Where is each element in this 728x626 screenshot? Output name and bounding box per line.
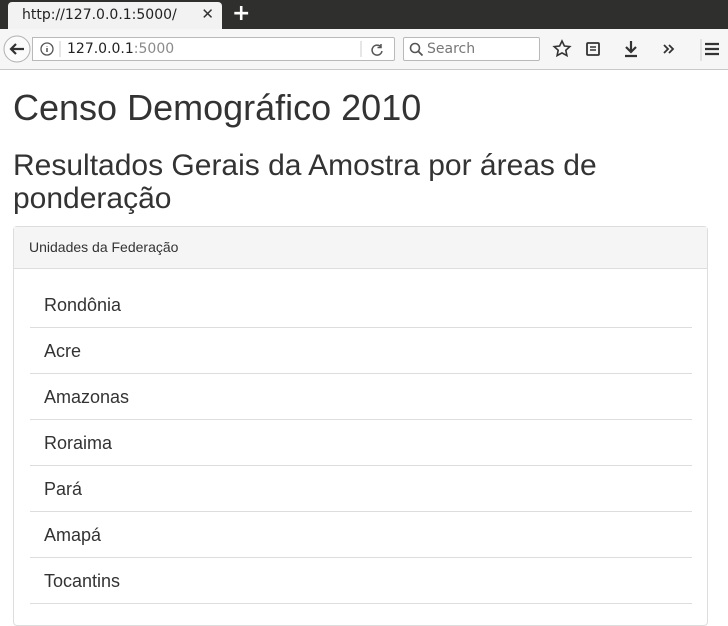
panel: Unidades da Federação Rondônia Acre Amazon…: [13, 226, 708, 626]
panel-heading: Unidades da Federação: [14, 227, 707, 269]
list-item[interactable]: Amazonas: [30, 374, 692, 420]
search-bar[interactable]: Search: [403, 37, 540, 61]
downloads[interactable]: [625, 41, 637, 58]
url-host: 127.0.0.1: [67, 41, 134, 57]
url-text: 127.0.0.1:5000: [67, 41, 174, 57]
list-item[interactable]: Pará: [30, 466, 692, 512]
nav-bar: 127.0.0.1:5000 Search: [0, 29, 728, 70]
search-placeholder: Search: [427, 41, 476, 57]
list-item[interactable]: Acre: [30, 328, 692, 374]
main-menu[interactable]: [705, 42, 719, 56]
list-item[interactable]: Rondônia: [30, 282, 692, 328]
back-icon: [9, 43, 24, 55]
tab-title: http://127.0.0.1:5000/: [22, 7, 177, 23]
close-tab[interactable]: ✕: [201, 5, 214, 23]
page-content: Censo Demográfico 2010 Resultados Gerais…: [0, 70, 728, 626]
new-tab-button[interactable]: +: [232, 1, 251, 26]
bookmark-star[interactable]: [552, 39, 572, 58]
list-item[interactable]: Tocantins: [30, 558, 692, 604]
page-subtitle: Resultados Gerais da Amostra por áreas d…: [13, 149, 597, 215]
search-icon: [409, 42, 424, 57]
page-title: Censo Demográfico 2010: [13, 87, 422, 128]
tab-bar: http://127.0.0.1:5000/ ✕ +: [0, 0, 728, 29]
list-item[interactable]: Amapá: [30, 512, 692, 558]
reload-button[interactable]: [360, 38, 394, 60]
tab[interactable]: http://127.0.0.1:5000/ ✕: [8, 2, 222, 29]
list-item[interactable]: Roraima: [30, 420, 692, 466]
url-bar[interactable]: 127.0.0.1:5000: [32, 37, 395, 61]
site-info-icon[interactable]: [35, 38, 61, 60]
toolbar-icons: [3, 35, 719, 63]
reading-list[interactable]: [586, 42, 600, 56]
url-port: :5000: [133, 41, 175, 57]
overflow-menu[interactable]: [663, 44, 675, 54]
